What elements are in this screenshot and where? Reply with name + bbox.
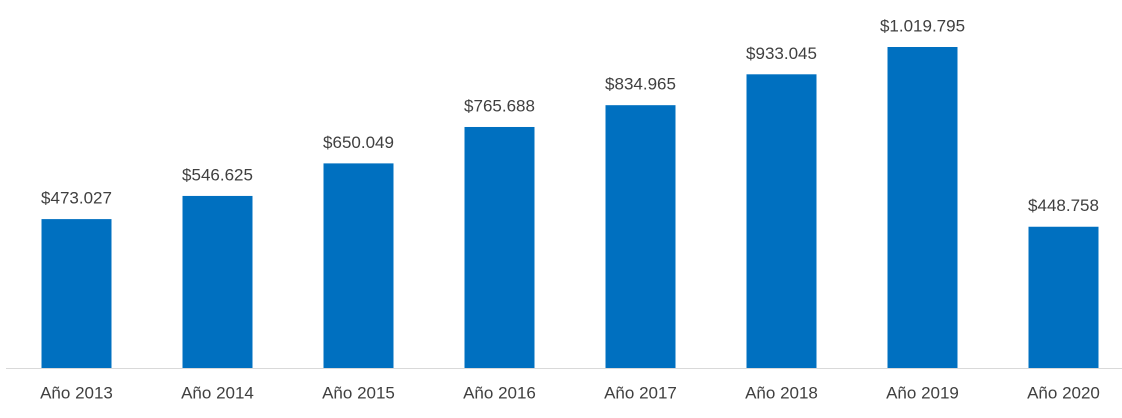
value-label: $448.758 xyxy=(1028,196,1099,215)
bar xyxy=(746,74,817,369)
x-tick-label: Año 2015 xyxy=(322,383,395,402)
bar xyxy=(1028,226,1099,368)
value-label: $1.019.795 xyxy=(880,16,965,35)
x-tick-label: Año 2018 xyxy=(745,383,818,402)
value-label: $473.027 xyxy=(41,189,112,208)
bar xyxy=(887,47,958,368)
bar xyxy=(323,163,394,368)
x-tick-label: Año 2017 xyxy=(604,383,677,402)
value-label: $834.965 xyxy=(605,75,676,94)
value-label: $650.049 xyxy=(323,133,394,152)
bar xyxy=(41,219,112,368)
x-tick-label: Año 2019 xyxy=(886,383,959,402)
x-tick-label: Año 2013 xyxy=(40,383,113,402)
bar xyxy=(464,126,535,368)
x-tick-label: Año 2020 xyxy=(1027,383,1100,402)
bar xyxy=(605,105,676,369)
bar xyxy=(182,195,253,368)
value-label: $933.045 xyxy=(746,44,817,63)
x-tick-label: Año 2016 xyxy=(463,383,536,402)
value-label: $546.625 xyxy=(182,165,253,184)
value-label: $765.688 xyxy=(464,96,535,115)
x-tick-label: Año 2014 xyxy=(181,383,254,402)
